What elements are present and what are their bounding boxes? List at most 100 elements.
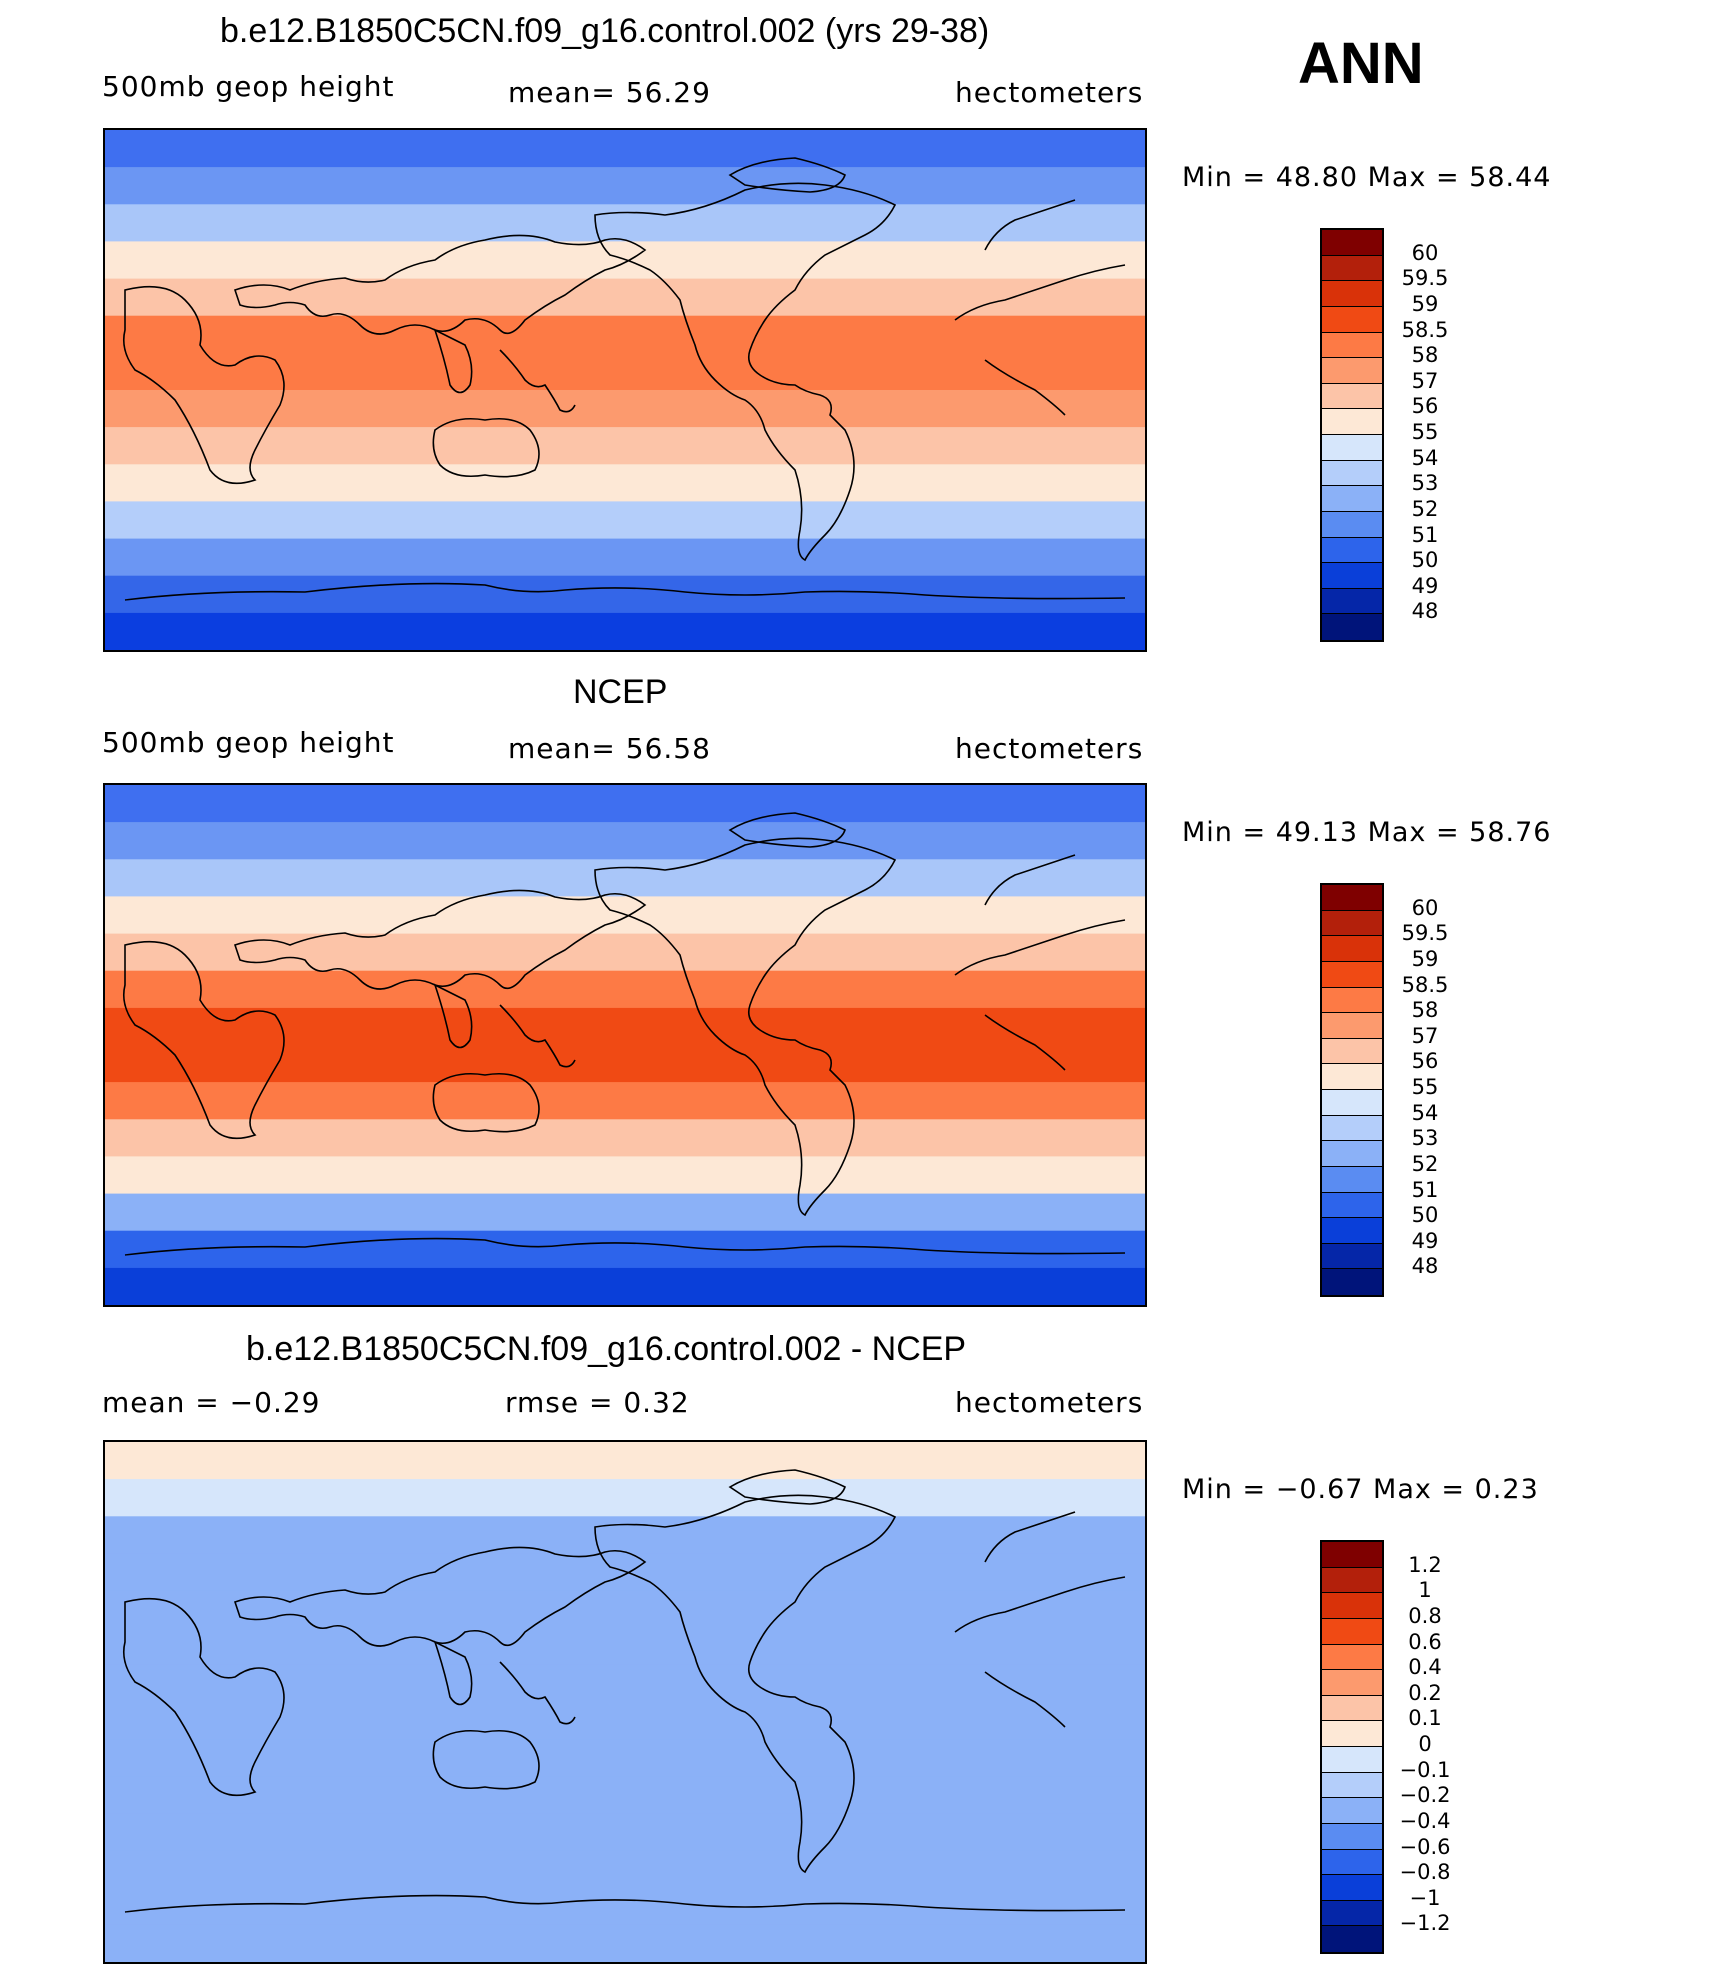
panel-1-title: b.e12.B1850C5CN.f09_g16.control.002 (yrs…: [220, 12, 990, 50]
colorbar-swatch: [1322, 1218, 1382, 1244]
colorbar-swatch: [1322, 1243, 1382, 1270]
coastline: [594, 837, 897, 1217]
colorbar-level-label: 58.5: [1401, 972, 1449, 997]
coastline: [954, 919, 1126, 976]
colorbar-swatch: [1322, 1849, 1382, 1876]
map-latitude-band: [105, 970, 1145, 1009]
colorbar-level-label: 52: [1411, 496, 1439, 521]
map-latitude-band: [105, 1627, 1145, 1666]
coastline: [954, 1576, 1126, 1633]
colorbar-level-label: 59: [1411, 946, 1439, 971]
colorbar-swatch: [1322, 486, 1382, 512]
colorbar-swatch: [1322, 255, 1382, 282]
panel-3-map: [103, 1440, 1147, 1964]
colorbar-swatch: [1322, 563, 1382, 589]
map-latitude-band: [105, 1553, 1145, 1592]
coastline: [728, 812, 846, 848]
panel-2-map-svg: [105, 785, 1145, 1305]
panel-1-min-max: Min = 48.80 Max = 58.44: [1182, 162, 1552, 193]
coastline: [954, 264, 1126, 321]
map-latitude-band: [105, 859, 1145, 898]
colorbar-level-label: −0.6: [1399, 1834, 1451, 1859]
map-latitude-band: [105, 1007, 1145, 1046]
colorbar-level-label: −1: [1409, 1885, 1441, 1910]
colorbar-level-label: 56: [1411, 394, 1439, 419]
panel-3-colorbar: [1320, 1540, 1384, 1954]
map-latitude-band: [105, 501, 1145, 540]
colorbar-swatch: [1322, 936, 1382, 962]
map-latitude-band: [105, 785, 1145, 824]
panel-2-variable-label: 500mb geop height: [102, 726, 395, 759]
panel-3-rmse: rmse = 0.32: [505, 1386, 690, 1419]
colorbar-swatch: [1322, 1269, 1382, 1295]
map-latitude-band: [105, 1813, 1145, 1852]
panel-3-mean: mean = −0.29: [102, 1386, 321, 1419]
colorbar-swatch: [1322, 460, 1382, 487]
coastline: [233, 889, 647, 990]
colorbar-swatch: [1322, 1747, 1382, 1773]
coastline: [728, 1469, 846, 1505]
colorbar-level-label: 58.5: [1401, 317, 1449, 342]
panel-1-mean: mean= 56.29: [508, 76, 711, 109]
colorbar-level-label: 50: [1411, 548, 1439, 573]
map-latitude-band: [105, 204, 1145, 243]
coastline: [984, 1014, 1066, 1071]
colorbar-level-label: −1.2: [1399, 1911, 1451, 1936]
colorbar-level-label: 52: [1411, 1151, 1439, 1176]
colorbar-swatch: [1322, 987, 1382, 1014]
colorbar-swatch: [1322, 1644, 1382, 1671]
map-latitude-band: [105, 1045, 1145, 1084]
colorbar-level-label: 0.6: [1408, 1629, 1442, 1654]
colorbar-swatch: [1322, 383, 1382, 410]
colorbar-swatch: [1322, 1670, 1382, 1696]
colorbar-swatch: [1322, 1926, 1382, 1952]
map-latitude-band: [105, 822, 1145, 861]
coastline: [433, 1640, 473, 1706]
colorbar-swatch: [1322, 1772, 1382, 1799]
panel-1-variable-label: 500mb geop height: [102, 70, 395, 103]
coastline: [433, 983, 473, 1049]
colorbar-level-label: 48: [1411, 599, 1439, 624]
colorbar-level-label: 49: [1411, 573, 1439, 598]
coastline: [499, 1004, 576, 1068]
coastline: [594, 1494, 897, 1874]
colorbar-swatch: [1322, 1823, 1382, 1850]
colorbar-swatch: [1322, 1721, 1382, 1747]
coastline: [432, 1729, 540, 1790]
map-latitude-band: [105, 575, 1145, 614]
coastline: [122, 1597, 285, 1797]
colorbar-level-label: 59: [1411, 291, 1439, 316]
colorbar-level-label: 0.2: [1408, 1680, 1442, 1705]
coastline: [432, 417, 540, 478]
panel-3-map-svg: [105, 1442, 1145, 1962]
colorbar-swatch: [1322, 1013, 1382, 1039]
panel-2-units: hectometers: [955, 732, 1144, 765]
colorbar-level-label: 57: [1411, 1023, 1439, 1048]
coastline: [984, 1511, 1076, 1563]
colorbar-level-label: 58: [1411, 343, 1439, 368]
colorbar-swatch: [1322, 961, 1382, 988]
map-latitude-band: [105, 1193, 1145, 1232]
colorbar-level-label: 58: [1411, 998, 1439, 1023]
coastline: [984, 854, 1076, 906]
colorbar-swatch: [1322, 230, 1382, 256]
map-latitude-band: [105, 896, 1145, 935]
colorbar-swatch: [1322, 409, 1382, 435]
panel-1-map: [103, 128, 1147, 652]
map-latitude-band: [105, 315, 1145, 354]
colorbar-level-label: 0.8: [1408, 1603, 1442, 1628]
map-latitude-band: [105, 1119, 1145, 1158]
coastline: [122, 940, 285, 1140]
map-latitude-band: [105, 1664, 1145, 1703]
colorbar-swatch: [1322, 1618, 1382, 1645]
map-latitude-band: [105, 612, 1145, 650]
colorbar-swatch: [1322, 1038, 1382, 1065]
coastline: [984, 359, 1066, 416]
map-latitude-band: [105, 1887, 1145, 1926]
colorbar-level-label: 55: [1411, 420, 1439, 444]
colorbar-level-label: 54: [1411, 1100, 1439, 1125]
panel-2-min-max: Min = 49.13 Max = 58.76: [1182, 817, 1552, 848]
colorbar-swatch: [1322, 1166, 1382, 1193]
map-latitude-band: [105, 1442, 1145, 1481]
colorbar-swatch: [1322, 1064, 1382, 1090]
